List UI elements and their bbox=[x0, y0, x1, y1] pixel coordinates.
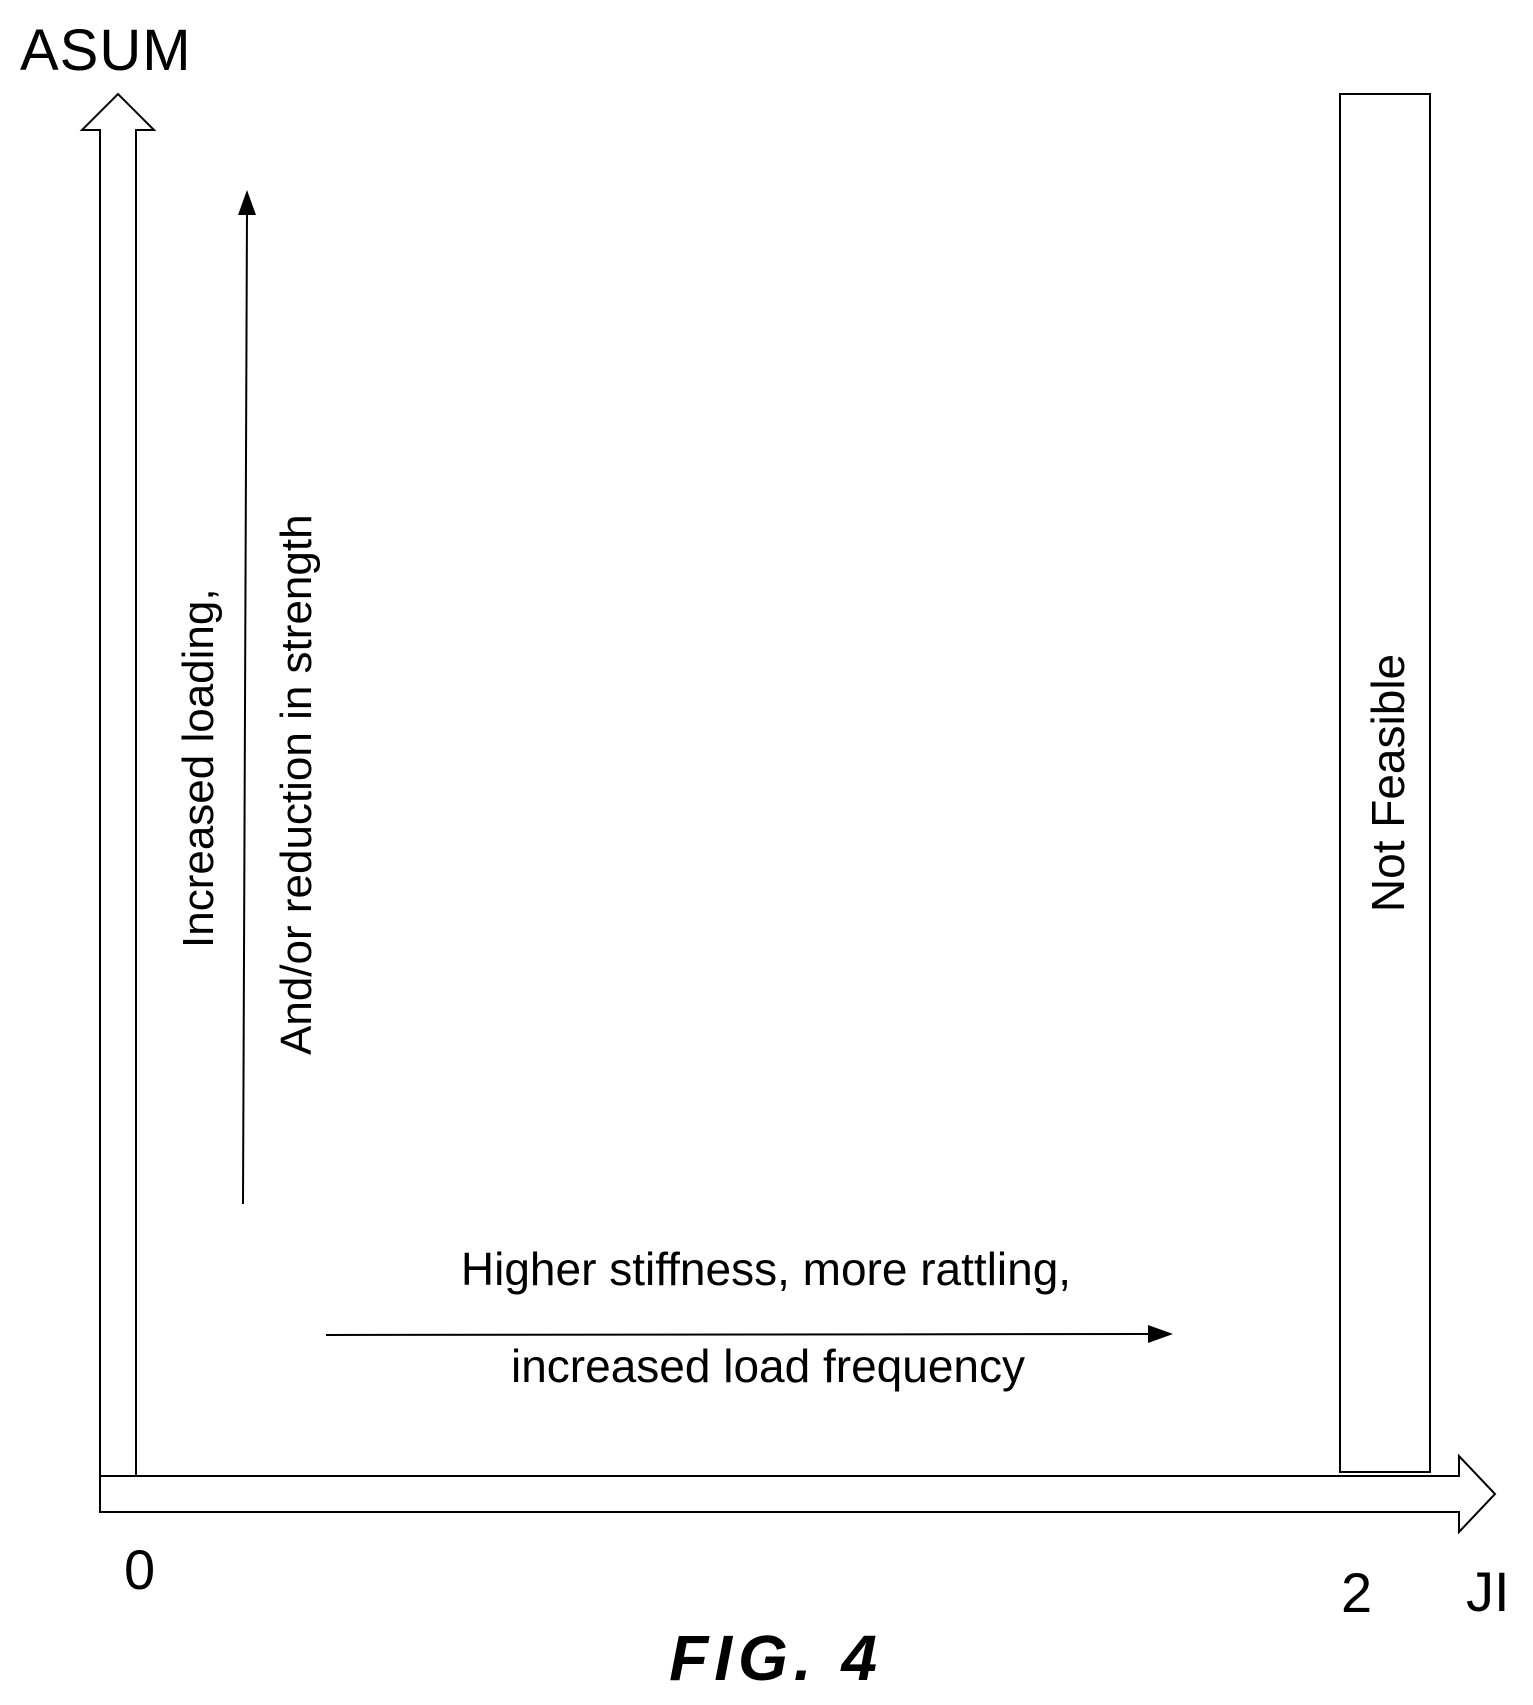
horizontal-trend-label-line2: increased load frequency bbox=[511, 1340, 1025, 1392]
x-tick-label-2: 2 bbox=[1341, 1561, 1372, 1624]
not-feasible-label: Not Feasible bbox=[1362, 654, 1414, 912]
horizontal-trend-arrow-shaft bbox=[325, 1333, 1156, 1336]
vertical-trend-arrow-shaft bbox=[242, 209, 248, 1205]
y-axis-arrow bbox=[79, 92, 157, 1513]
vertical-trend-label-line2: And/or reduction in strength bbox=[272, 514, 321, 1055]
figure-caption: FIG. 4 bbox=[669, 1622, 883, 1694]
x-axis-arrow bbox=[99, 1453, 1497, 1535]
x-axis-label: JI bbox=[1466, 1560, 1510, 1623]
y-axis-label: ASUM bbox=[20, 18, 192, 83]
not-feasible-region bbox=[1339, 93, 1431, 1473]
horizontal-trend-label-line1: Higher stiffness, more rattling, bbox=[461, 1243, 1071, 1295]
x-tick-label-0: 0 bbox=[124, 1538, 155, 1601]
horizontal-trend-arrowhead bbox=[1148, 1325, 1173, 1343]
vertical-trend-label-line1: Increased loading, bbox=[174, 588, 223, 948]
vertical-trend-arrowhead bbox=[238, 190, 256, 215]
